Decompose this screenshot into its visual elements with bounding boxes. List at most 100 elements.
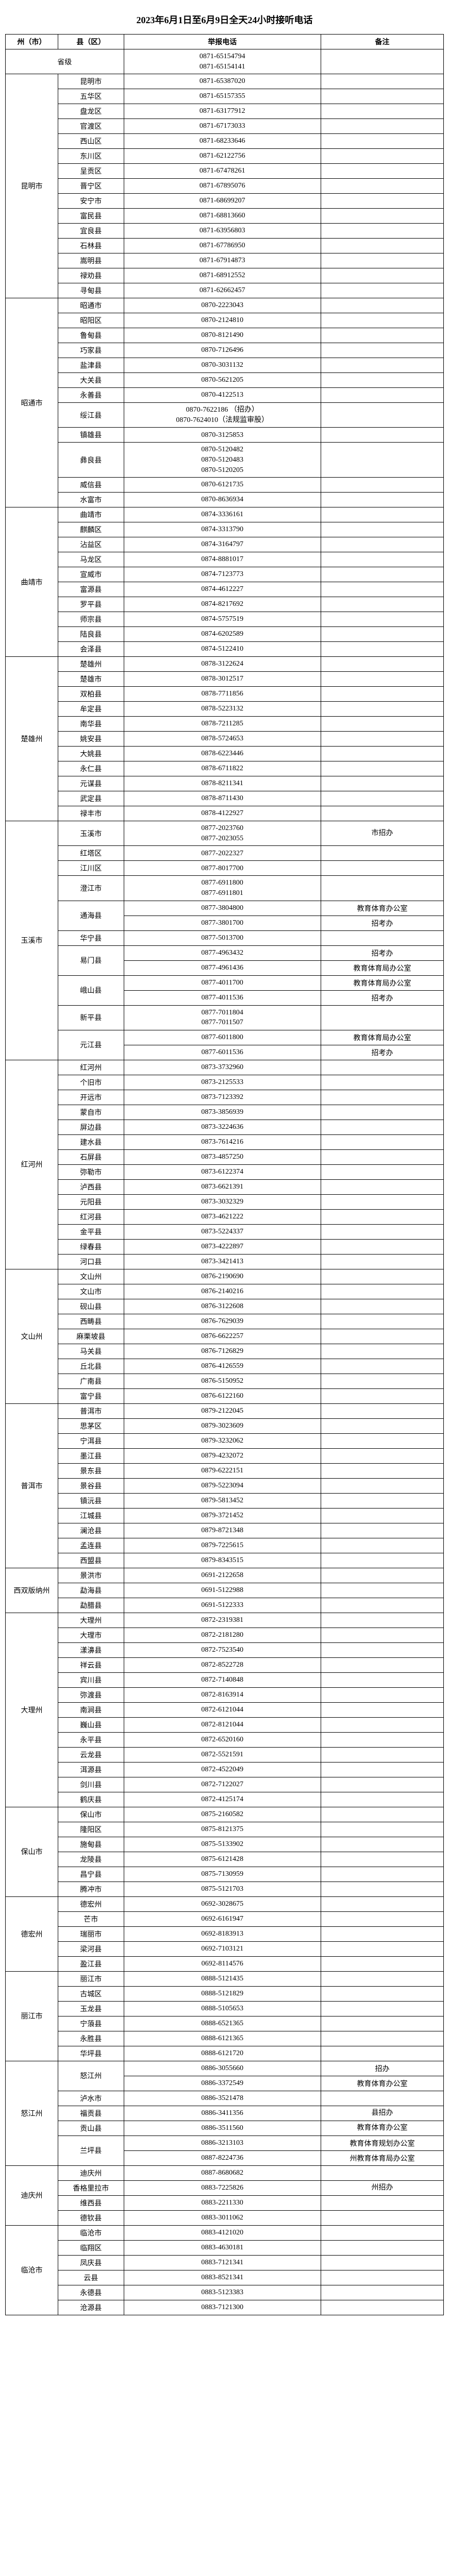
- table-row: 泸西县0873-6621391: [6, 1179, 444, 1194]
- phone-cell: 0888-5121435: [124, 1971, 321, 1986]
- phone-cell: 0877-6011800: [124, 1030, 321, 1045]
- phone-cell: 0879-8721348: [124, 1523, 321, 1538]
- phone-cell: 0870-5621205: [124, 373, 321, 388]
- county-cell: 澄江市: [58, 876, 124, 901]
- remark-cell: [321, 876, 444, 901]
- remark-cell: [321, 1448, 444, 1463]
- phone-cell: 0878-7211285: [124, 717, 321, 732]
- table-row: 呈贡区0871-67478261: [6, 164, 444, 179]
- phone-cell: 0879-4232072: [124, 1448, 321, 1463]
- remark-cell: [321, 687, 444, 702]
- county-cell: 施甸县: [58, 1837, 124, 1852]
- table-row: 水富市0870-8636934: [6, 493, 444, 507]
- remark-cell: [321, 1463, 444, 1478]
- remark-cell: [321, 179, 444, 194]
- prefecture-cell: 楚雄州: [6, 657, 58, 821]
- remark-cell: [321, 1672, 444, 1687]
- prefecture-cell: 保山市: [6, 1807, 58, 1896]
- table-row: 曲靖市曲靖市0874-3336161: [6, 507, 444, 522]
- county-cell: 玉龙县: [58, 2001, 124, 2016]
- table-row: 禄劝县0871-68912552: [6, 268, 444, 283]
- remark-cell: [321, 1852, 444, 1867]
- phone-cell: 0874-3313790: [124, 522, 321, 537]
- phone-cell: 0878-4122927: [124, 806, 321, 821]
- table-row: 芒市0692-6161947: [6, 1911, 444, 1926]
- remark-cell: [321, 268, 444, 283]
- county-cell: 五华区: [58, 89, 124, 104]
- table-row: 富宁县0876-6122160: [6, 1388, 444, 1403]
- phone-cell: 0874-6202589: [124, 627, 321, 642]
- county-cell: 红塔区: [58, 846, 124, 861]
- remark-cell: [321, 2255, 444, 2270]
- remark-cell: [321, 1105, 444, 1120]
- phone-cell: 0871-67173033: [124, 119, 321, 134]
- county-cell: 水富市: [58, 493, 124, 507]
- table-row: 大理州大理州0872-2319381: [6, 1613, 444, 1628]
- table-row: 大理市0872-2181280: [6, 1628, 444, 1642]
- phone-cell: 0871-67914873: [124, 253, 321, 268]
- county-cell: 思茅区: [58, 1418, 124, 1433]
- remark-cell: [321, 328, 444, 343]
- county-cell: 禄劝县: [58, 268, 124, 283]
- remark-cell: [321, 672, 444, 687]
- county-cell: 金平县: [58, 1224, 124, 1239]
- remark-cell: 教育体育局办公室: [321, 960, 444, 975]
- county-cell: 楚雄州: [58, 657, 124, 672]
- table-row: 沧源县0883-7121300: [6, 2300, 444, 2315]
- county-cell: 江城县: [58, 1508, 124, 1523]
- phone-cell: 0872-4522049: [124, 1762, 321, 1777]
- remark-cell: [321, 1179, 444, 1194]
- remark-cell: [321, 1777, 444, 1792]
- table-row: 禄丰市0878-4122927: [6, 806, 444, 821]
- county-cell: 建水县: [58, 1134, 124, 1149]
- remark-cell: [321, 861, 444, 876]
- county-cell: 德钦县: [58, 2210, 124, 2225]
- phone-cell: 0879-5223094: [124, 1478, 321, 1493]
- phone-cell: 0877-8017700: [124, 861, 321, 876]
- phone-directory-table: 州（市） 县（区） 举报电话 备注 省级0871-651547940871-65…: [5, 34, 444, 2315]
- remark-cell: [321, 612, 444, 627]
- table-row: 盘龙区0871-63177912: [6, 104, 444, 119]
- county-cell: 富民县: [58, 209, 124, 224]
- phone-cell: 0888-5121829: [124, 1986, 321, 2001]
- remark-cell: [321, 1538, 444, 1553]
- county-cell: 开远市: [58, 1090, 124, 1105]
- county-cell: 寻甸县: [58, 283, 124, 298]
- county-cell: 文山州: [58, 1269, 124, 1284]
- table-row: 德宏州德宏州0692-3028675: [6, 1896, 444, 1911]
- phone-cell: 0692-3028675: [124, 1896, 321, 1911]
- prefecture-cell: 临沧市: [6, 2225, 58, 2315]
- table-row: 陆良县0874-6202589: [6, 627, 444, 642]
- prefecture-cell: 大理州: [6, 1613, 58, 1807]
- table-row: 勐腊县0691-5122333: [6, 1598, 444, 1613]
- phone-cell: 0872-2319381: [124, 1613, 321, 1628]
- remark-cell: [321, 1359, 444, 1374]
- remark-cell: [321, 642, 444, 657]
- table-row: 勐海县0691-5122988: [6, 1583, 444, 1598]
- table-row: 弥渡县0872-8163914: [6, 1687, 444, 1702]
- table-row: 金平县0873-5224337: [6, 1224, 444, 1239]
- county-cell: 大关县: [58, 373, 124, 388]
- phone-cell: 0870-3125853: [124, 428, 321, 443]
- phone-cell: 0692-8183913: [124, 1926, 321, 1941]
- phone-cell: 0871-68233646: [124, 134, 321, 149]
- county-cell: 盐津县: [58, 358, 124, 373]
- phone-cell: 0873-7614216: [124, 1134, 321, 1149]
- county-cell: 嵩明县: [58, 253, 124, 268]
- county-cell: 楚雄市: [58, 672, 124, 687]
- county-cell: 马关县: [58, 1344, 124, 1359]
- county-cell: 梁河县: [58, 1941, 124, 1956]
- county-cell: 永平县: [58, 1732, 124, 1747]
- table-row: 新平县0877-70118040877-7011507: [6, 1005, 444, 1030]
- phone-cell: 0883-4121020: [124, 2225, 321, 2240]
- table-row: 西山区0871-68233646: [6, 134, 444, 149]
- table-row: 镇沅县0879-5813452: [6, 1493, 444, 1508]
- remark-cell: [321, 1060, 444, 1075]
- remark-cell: 教育体育办公室: [321, 2121, 444, 2136]
- remark-cell: [321, 478, 444, 493]
- table-row: 石林县0871-67786950: [6, 239, 444, 253]
- remark-cell: [321, 2091, 444, 2106]
- table-row: 安宁市0871-68699207: [6, 194, 444, 209]
- county-cell: 孟连县: [58, 1538, 124, 1553]
- phone-cell: 0692-8114576: [124, 1956, 321, 1971]
